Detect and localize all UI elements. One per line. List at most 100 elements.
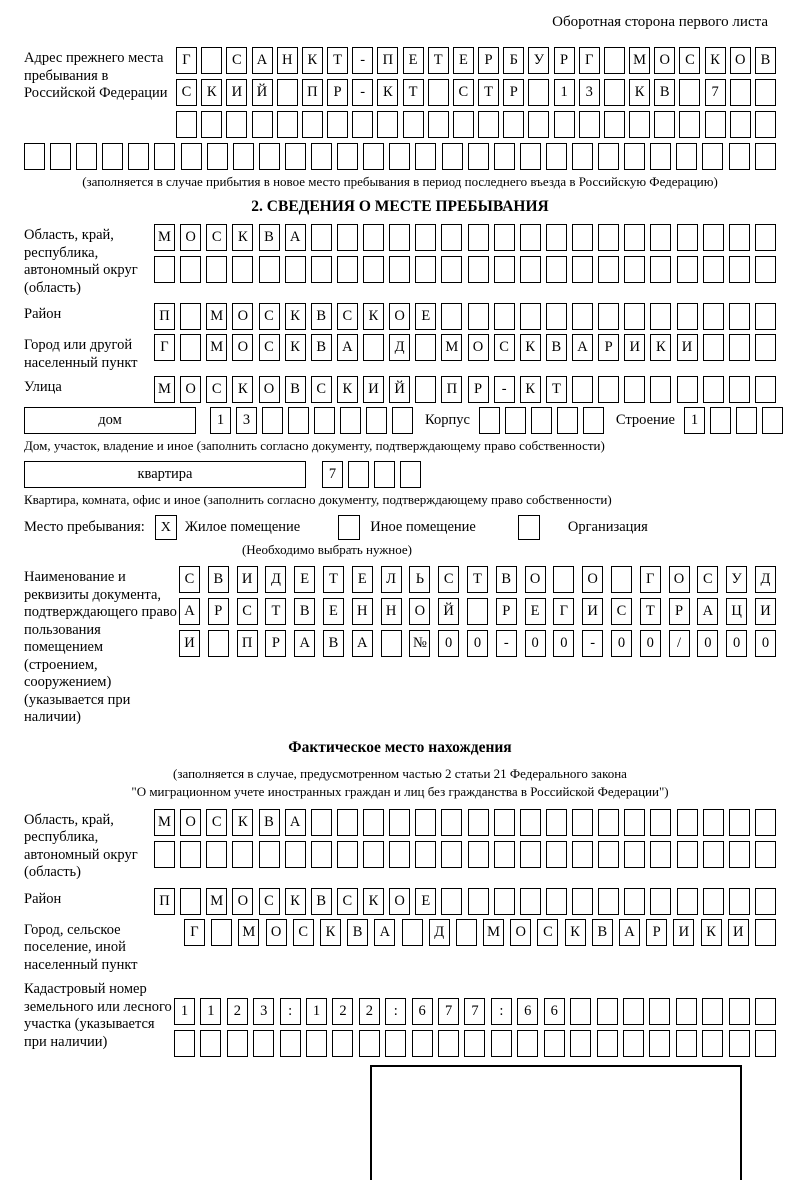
char-box [441, 808, 463, 836]
char-box [598, 224, 620, 251]
char-box [545, 887, 567, 915]
char-box: И [363, 376, 384, 403]
apartment-row: квартира 7 [24, 461, 776, 488]
street-label: Улица [24, 379, 62, 395]
char-box [467, 887, 489, 915]
document-row-3: И П Р А В А № 0 0-0 0-0 0/0 0 0 [179, 630, 776, 657]
char-box [729, 111, 751, 138]
char-box [729, 79, 751, 106]
char-box [363, 256, 384, 283]
char-box: А [294, 630, 316, 657]
fact-city-field: Город, сельское поселение, иной населенн… [24, 918, 776, 975]
char-box [598, 887, 620, 915]
fact-region-field: Область, край, республика, автономный ок… [24, 808, 776, 882]
char-box: П [441, 376, 463, 403]
organization-checkbox [517, 515, 540, 540]
char-box: Е [415, 303, 437, 330]
residential-checkbox: X [154, 515, 177, 540]
char-box: С [236, 598, 258, 625]
char-box: К [232, 224, 254, 251]
char-box [441, 256, 463, 283]
char-box: Т [327, 47, 349, 74]
char-box [598, 256, 620, 283]
char-box: Б [503, 47, 525, 74]
char-box: С [258, 887, 280, 915]
char-box [180, 334, 202, 361]
char-box [728, 143, 750, 170]
char-box: Т [427, 47, 449, 74]
char-box [493, 256, 515, 283]
char-box [467, 840, 489, 868]
char-box [702, 998, 724, 1025]
char-box: Р [553, 47, 575, 74]
actual-location-header: Фактическое место нахождения [288, 738, 512, 756]
char-box [467, 224, 489, 251]
char-box [154, 840, 175, 868]
prev-address-field: Адрес прежнего места пребывания в Россий… [24, 47, 776, 138]
char-box: В [310, 887, 332, 915]
char-box: : [279, 998, 301, 1025]
char-box: М [483, 918, 505, 946]
char-box [624, 808, 646, 836]
char-box: Р [598, 334, 620, 361]
char-box [572, 256, 593, 283]
char-box: - [352, 79, 374, 106]
char-box [128, 143, 150, 170]
char-box: С [258, 303, 280, 330]
char-box: К [363, 303, 384, 330]
char-box: С [258, 334, 280, 361]
char-box: А [374, 918, 396, 946]
char-box: Й [251, 79, 273, 106]
char-box: Й [438, 598, 460, 625]
char-box [380, 630, 402, 657]
prev-address-label: Адрес прежнего места пребывания в Россий… [24, 50, 168, 101]
char-box [258, 840, 280, 868]
char-box [654, 111, 676, 138]
city-label: Город или другой населенный пункт [24, 337, 138, 371]
char-box: О [389, 887, 411, 915]
char-box [528, 79, 550, 106]
char-box [624, 143, 646, 170]
char-box: К [564, 918, 586, 946]
char-box: Г [176, 47, 197, 74]
char-box: 1 [683, 407, 705, 434]
char-box: 2 [358, 998, 380, 1025]
char-box: Й [389, 376, 411, 403]
char-box: 7 [322, 461, 343, 488]
char-box [676, 224, 698, 251]
char-box [464, 1030, 486, 1057]
char-box [519, 887, 541, 915]
char-box [336, 224, 358, 251]
char-box [676, 376, 698, 403]
char-box [728, 998, 750, 1025]
char-box: С [336, 303, 358, 330]
char-box: И [582, 598, 604, 625]
char-box [478, 407, 500, 434]
char-box: В [310, 303, 332, 330]
char-box [337, 143, 359, 170]
char-box: Е [351, 566, 373, 593]
char-box: / [668, 630, 690, 657]
char-box: Т [466, 566, 488, 593]
char-box: С [537, 918, 559, 946]
char-box [679, 111, 701, 138]
apartment-cells: 7 [322, 461, 421, 488]
char-box [603, 111, 625, 138]
cadastral-row-2 [174, 1030, 776, 1057]
char-box [363, 808, 384, 836]
char-box: 0 [524, 630, 546, 657]
char-box: Р [646, 918, 668, 946]
char-box: 6 [517, 998, 539, 1025]
char-box: В [322, 630, 344, 657]
char-box: Ь [409, 566, 431, 593]
char-box [411, 1030, 433, 1057]
char-box [650, 303, 672, 330]
page-title: Оборотная сторона первого листа [552, 14, 768, 30]
